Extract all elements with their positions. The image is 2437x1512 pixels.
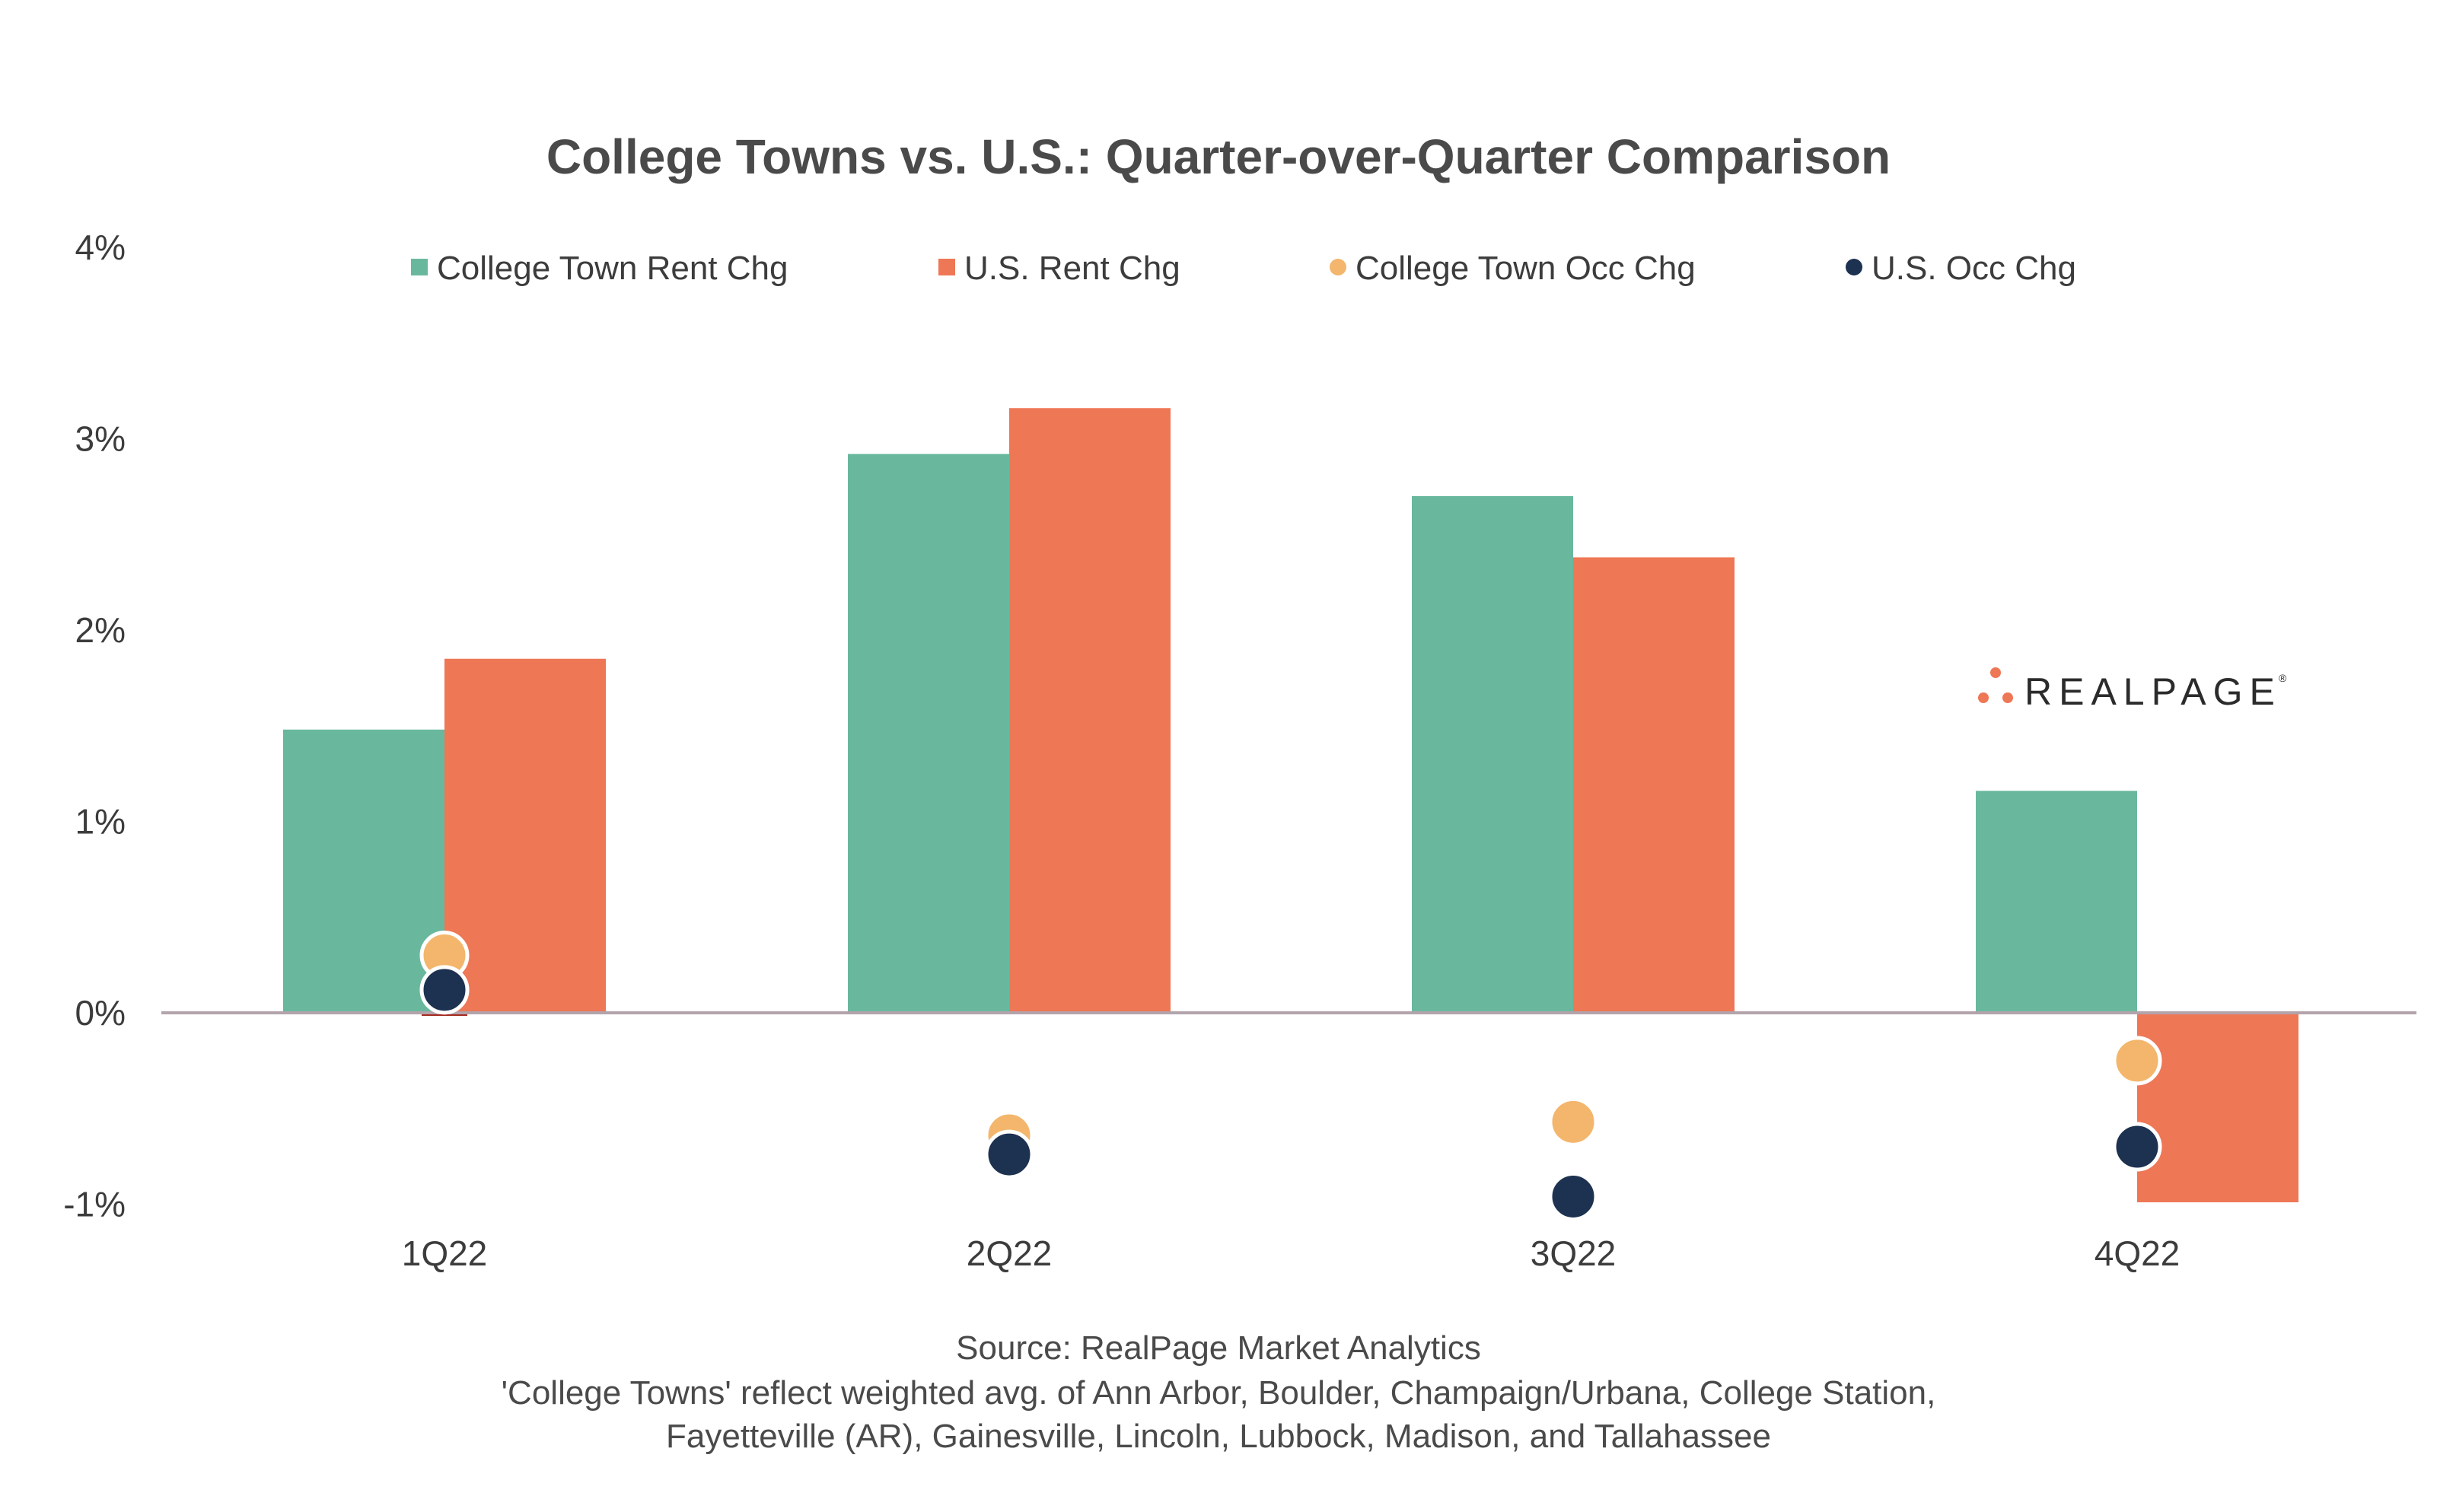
y-tick-label: 3% — [75, 419, 126, 459]
bar-college-town-rent-3q22 — [1412, 495, 1573, 1013]
bar-us-rent-3q22 — [1573, 557, 1735, 1013]
bar-college-town-rent-4q22 — [1976, 791, 2137, 1013]
logo-registered-mark: ® — [2279, 672, 2287, 684]
point-us-occ-3q22 — [1548, 1171, 1598, 1221]
points — [419, 931, 2162, 1221]
y-tick-label: 4% — [75, 228, 126, 267]
y-tick-label: 0% — [75, 993, 126, 1033]
legend-item: U.S. Occ Chg — [1846, 250, 2076, 287]
legend-label: U.S. Occ Chg — [1872, 250, 2076, 287]
bar-college-town-rent-1q22 — [283, 729, 444, 1013]
point-us-occ-1q22 — [419, 965, 470, 1015]
legend: College Town Rent Chg U.S. Rent Chg Colleg… — [411, 250, 2076, 287]
x-tick-label: 2Q22 — [967, 1233, 1053, 1273]
bar-us-rent-1q22 — [444, 658, 606, 1013]
legend-marker — [1330, 259, 1346, 275]
bar-us-rent-4q22 — [2137, 1013, 2298, 1202]
y-tick-label: 2% — [75, 610, 126, 650]
logo-dot — [1978, 692, 1989, 703]
source-note: Source: RealPage Market Analytics 'Colleg… — [502, 1329, 1936, 1455]
x-tick-label: 3Q22 — [1531, 1233, 1617, 1273]
legend-swatch — [938, 259, 955, 275]
bar-college-town-rent-2q22 — [848, 454, 1009, 1013]
source-line: Fayetteville (AR), Gainesville, Lincoln,… — [666, 1418, 1771, 1455]
legend-label: College Town Occ Chg — [1355, 250, 1696, 287]
legend-label: U.S. Rent Chg — [964, 250, 1180, 287]
logo-dot — [2002, 692, 2013, 703]
source-line: 'College Towns' reflect weighted avg. of… — [502, 1374, 1936, 1412]
y-tick-label: -1% — [63, 1185, 126, 1224]
legend-marker — [1846, 259, 1862, 275]
logo-text: REALPAGE — [2024, 670, 2282, 713]
legend-swatch — [411, 259, 428, 275]
legend-item: College Town Occ Chg — [1330, 250, 1696, 287]
legend-label: College Town Rent Chg — [437, 250, 788, 287]
source-line: Source: RealPage Market Analytics — [956, 1329, 1481, 1367]
logo-dot — [1990, 667, 2001, 678]
x-axis: 1Q22 2Q22 3Q22 4Q22 — [402, 1233, 2181, 1273]
point-college-town-occ-4q22 — [2112, 1036, 2162, 1086]
realpage-logo: REALPAGE ® — [1978, 667, 2287, 713]
legend-item: College Town Rent Chg — [411, 250, 788, 287]
x-tick-label: 1Q22 — [402, 1233, 488, 1273]
chart-title: College Towns vs. U.S.: Quarter-over-Qua… — [546, 129, 1891, 184]
y-axis: 4% 3% 2% 1% 0% -1% — [63, 228, 126, 1224]
point-us-occ-4q22 — [2112, 1122, 2162, 1172]
point-us-occ-2q22 — [984, 1129, 1034, 1179]
legend-item: U.S. Rent Chg — [938, 250, 1180, 287]
bars — [283, 408, 2298, 1202]
point-college-town-occ-3q22 — [1548, 1097, 1598, 1147]
y-tick-label: 1% — [75, 802, 126, 842]
bar-us-rent-2q22 — [1009, 408, 1171, 1013]
x-tick-label: 4Q22 — [2095, 1233, 2181, 1273]
